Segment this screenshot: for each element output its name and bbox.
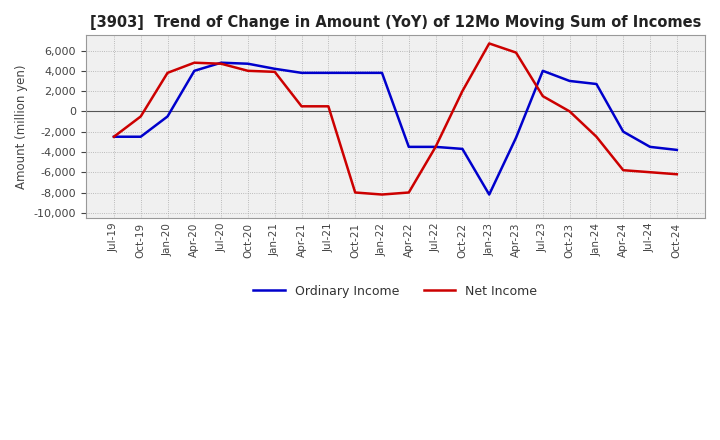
- Ordinary Income: [109, 134, 118, 139]
- Net Income: [109, 134, 118, 139]
- Ordinary Income: [565, 78, 574, 84]
- Ordinary Income: [646, 144, 654, 150]
- Net Income: [646, 169, 654, 175]
- Net Income: [512, 50, 521, 55]
- Net Income: [297, 104, 306, 109]
- Net Income: [136, 114, 145, 119]
- Ordinary Income: [136, 134, 145, 139]
- Ordinary Income: [271, 66, 279, 71]
- Net Income: [619, 168, 628, 173]
- Line: Net Income: Net Income: [114, 44, 677, 194]
- Net Income: [485, 41, 493, 46]
- Ordinary Income: [324, 70, 333, 76]
- Y-axis label: Amount (million yen): Amount (million yen): [15, 64, 28, 189]
- Ordinary Income: [458, 146, 467, 151]
- Ordinary Income: [217, 60, 225, 66]
- Ordinary Income: [539, 68, 547, 73]
- Ordinary Income: [351, 70, 359, 76]
- Ordinary Income: [163, 114, 172, 119]
- Net Income: [378, 192, 387, 197]
- Net Income: [217, 61, 225, 66]
- Line: Ordinary Income: Ordinary Income: [114, 63, 677, 194]
- Ordinary Income: [297, 70, 306, 76]
- Net Income: [271, 69, 279, 74]
- Net Income: [672, 172, 681, 177]
- Ordinary Income: [431, 144, 440, 150]
- Ordinary Income: [485, 192, 493, 197]
- Ordinary Income: [672, 147, 681, 153]
- Net Income: [324, 104, 333, 109]
- Net Income: [539, 94, 547, 99]
- Net Income: [458, 88, 467, 94]
- Ordinary Income: [619, 129, 628, 134]
- Ordinary Income: [405, 144, 413, 150]
- Net Income: [592, 134, 600, 139]
- Net Income: [163, 70, 172, 76]
- Net Income: [431, 144, 440, 150]
- Title: [3903]  Trend of Change in Amount (YoY) of 12Mo Moving Sum of Incomes: [3903] Trend of Change in Amount (YoY) o…: [90, 15, 701, 30]
- Net Income: [565, 109, 574, 114]
- Ordinary Income: [190, 68, 199, 73]
- Net Income: [405, 190, 413, 195]
- Ordinary Income: [512, 135, 521, 140]
- Ordinary Income: [243, 61, 252, 66]
- Legend: Ordinary Income, Net Income: Ordinary Income, Net Income: [248, 280, 542, 303]
- Ordinary Income: [378, 70, 387, 76]
- Net Income: [243, 68, 252, 73]
- Net Income: [190, 60, 199, 66]
- Ordinary Income: [592, 81, 600, 87]
- Net Income: [351, 190, 359, 195]
